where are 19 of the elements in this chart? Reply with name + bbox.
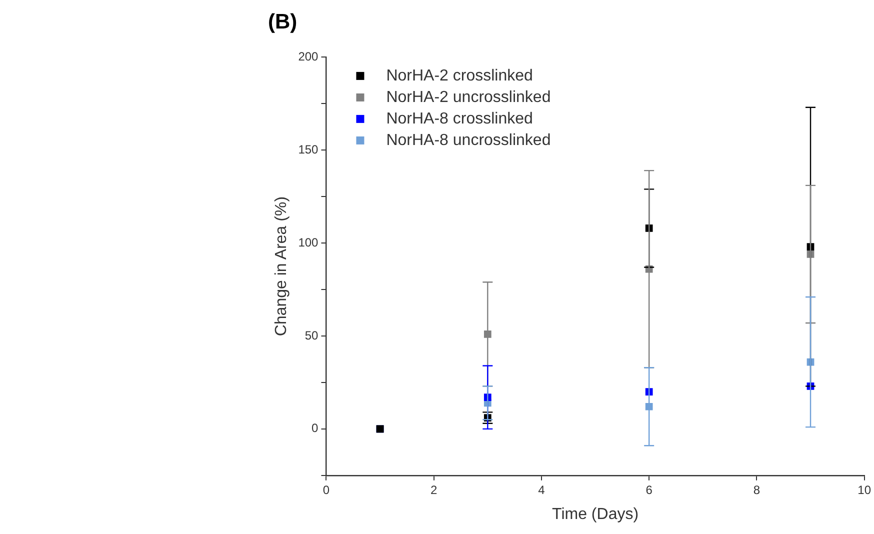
y-tick-label: 0 bbox=[312, 421, 319, 436]
legend-label: NorHA-2 crosslinked bbox=[386, 67, 533, 84]
x-tick-label: 0 bbox=[322, 482, 330, 497]
point bbox=[645, 402, 653, 410]
legend-label: NorHA-8 crosslinked bbox=[386, 110, 533, 128]
x-tick-label: 2 bbox=[430, 482, 438, 497]
x-axis-title: Time (Days) bbox=[552, 506, 639, 523]
x-tick-label: 4 bbox=[538, 482, 546, 497]
y-tick-label: 150 bbox=[298, 142, 319, 156]
legend-label: NorHA-8 uncrosslinked bbox=[386, 132, 551, 149]
y-tick-label: 100 bbox=[298, 235, 319, 250]
x-tick-label: 8 bbox=[753, 482, 760, 497]
y-axis-title: Change in Area (%) bbox=[273, 196, 290, 336]
y-tick-label: 200 bbox=[298, 50, 319, 64]
x-tick-label: 6 bbox=[646, 482, 653, 497]
y-tick-label: 50 bbox=[304, 328, 319, 342]
x-tick-label: 10 bbox=[858, 482, 872, 497]
legend-label: NorHA-2 uncrosslinked bbox=[386, 88, 551, 106]
chart-title: (B) bbox=[268, 10, 298, 34]
